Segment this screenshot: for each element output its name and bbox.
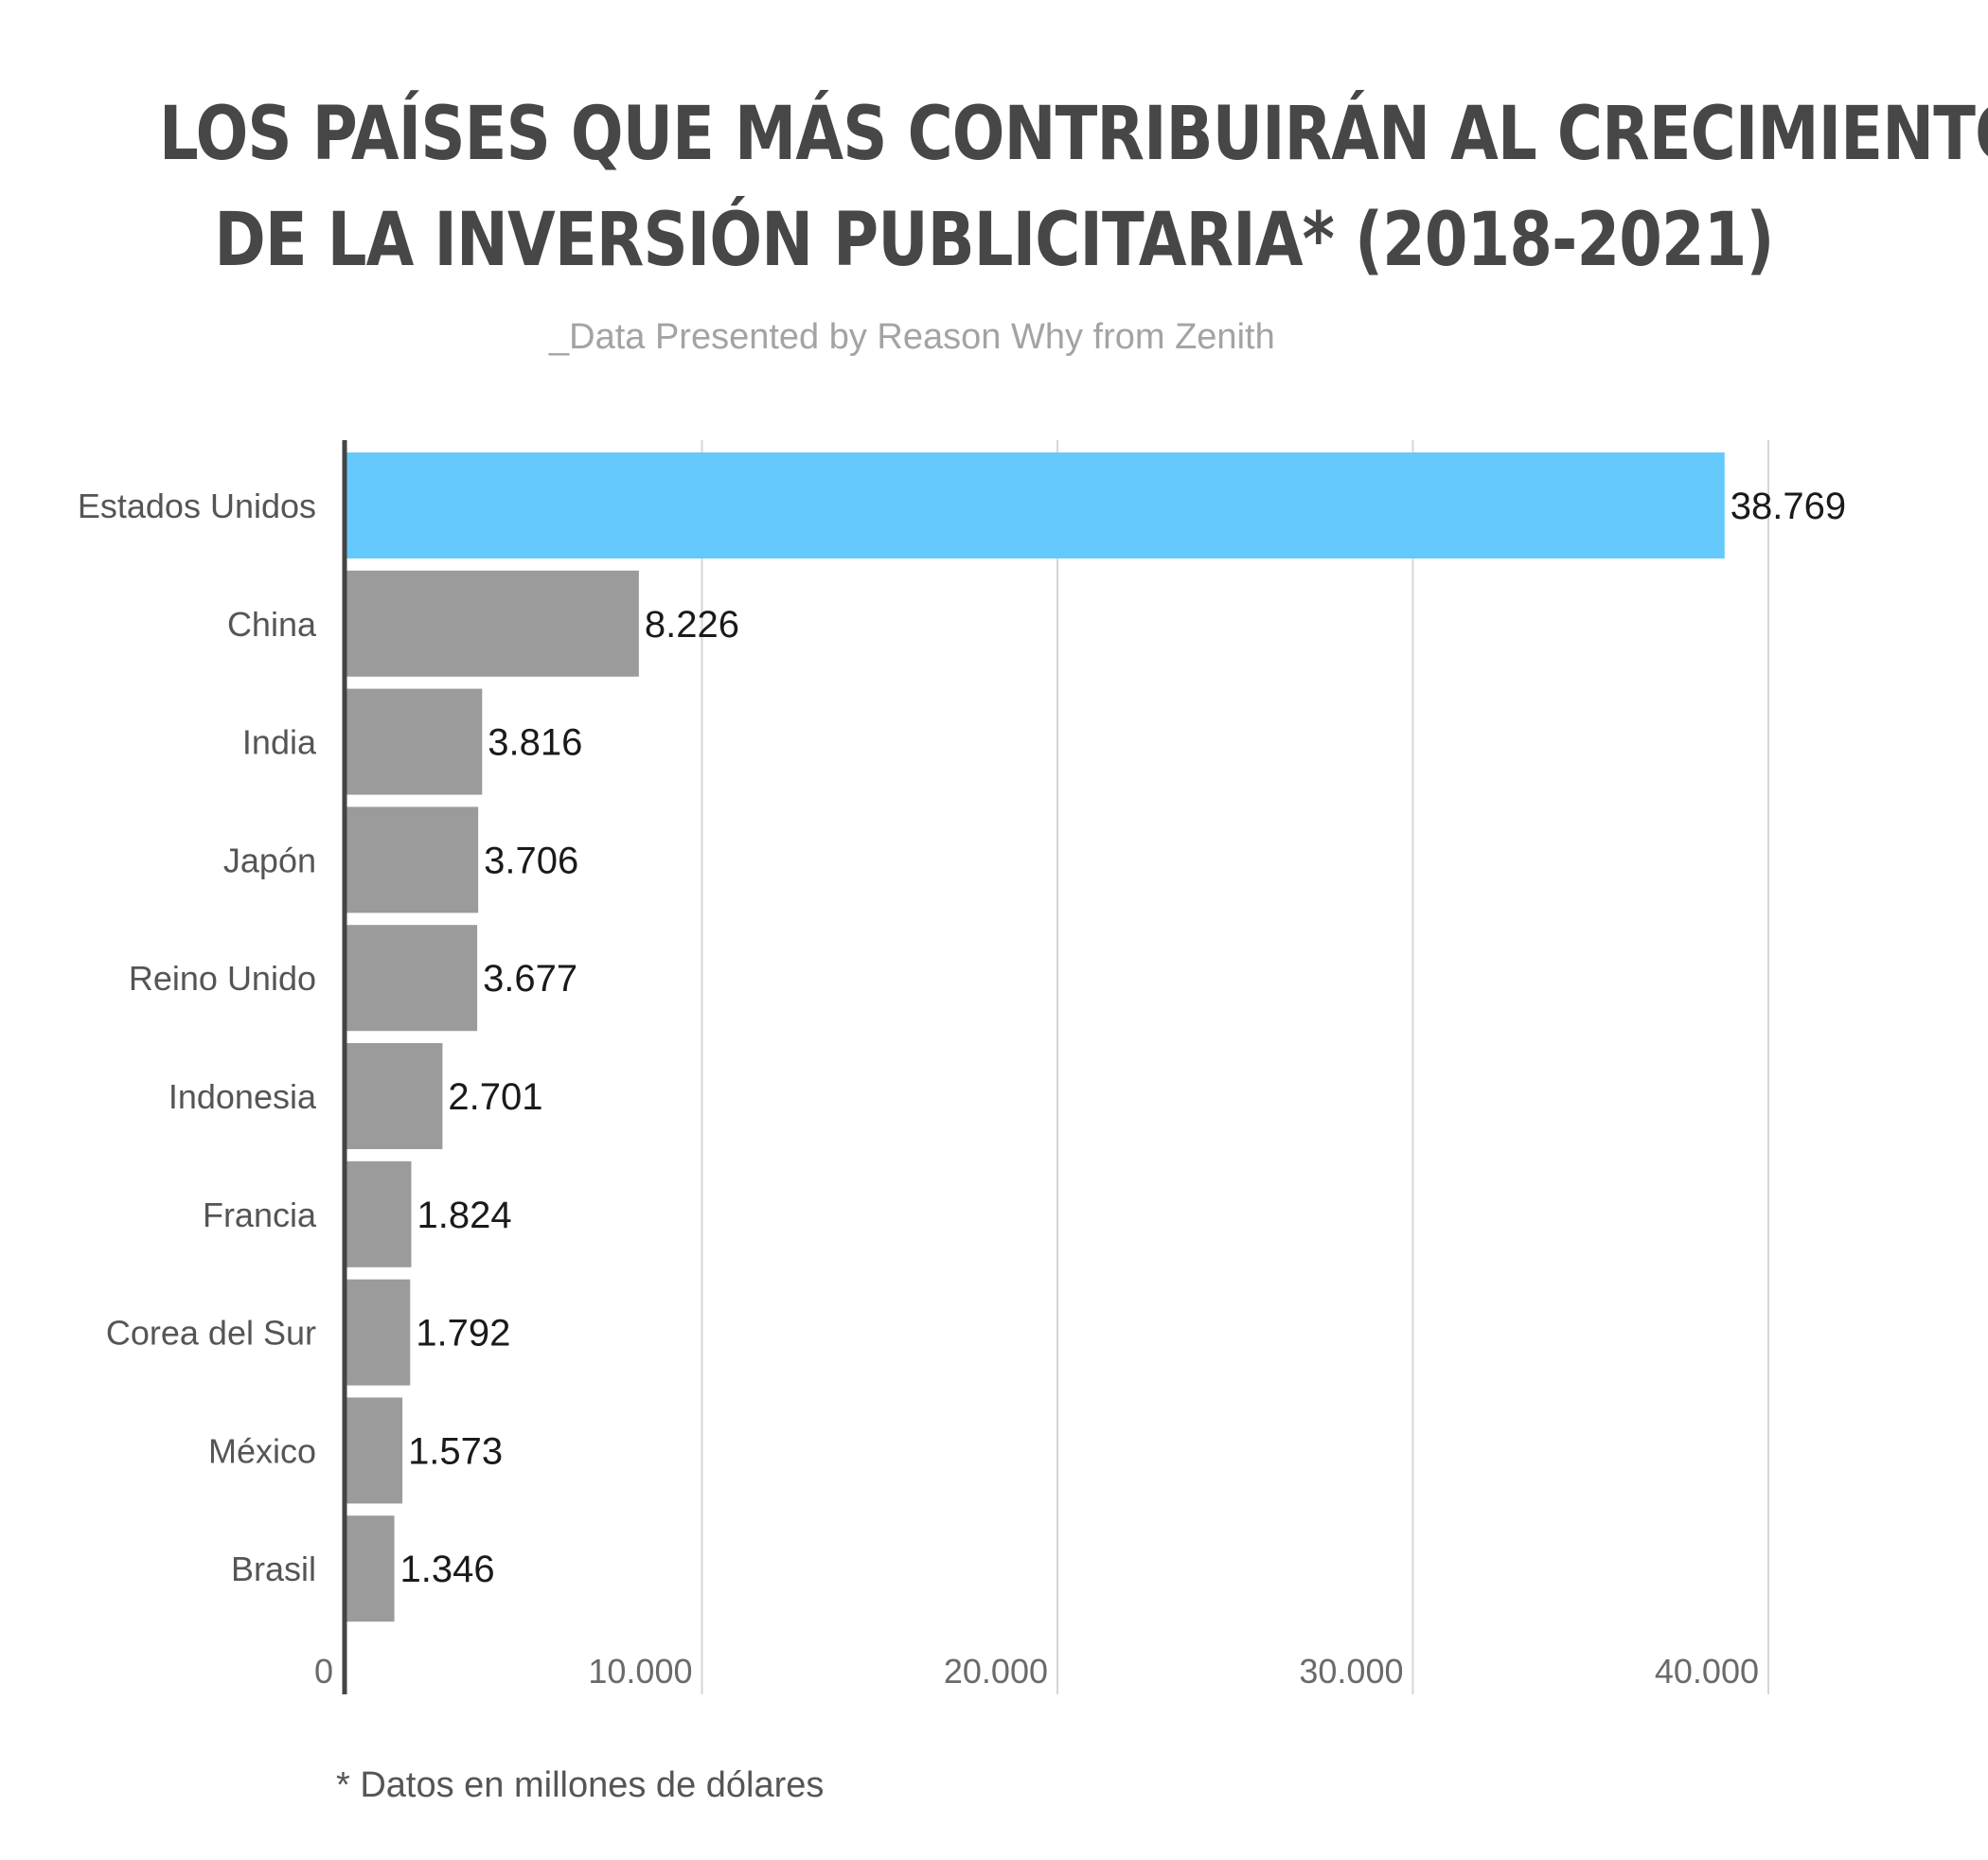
bar xyxy=(346,925,478,1032)
bar xyxy=(346,1515,395,1622)
chart-title-line-2: DE LA INVERSIÓN PUBLICITARIA* (2018-2021… xyxy=(214,198,1774,283)
chart-title-line-1: LOS PAÍSES QUE MÁS CONTRIBUIRÁN AL CRECI… xyxy=(159,92,1988,177)
value-label: 1.792 xyxy=(416,1313,510,1355)
bar xyxy=(346,1279,411,1386)
x-tick-label: 0 xyxy=(314,1652,333,1691)
category-label: Corea del Sur xyxy=(106,1314,316,1353)
value-label: 3.706 xyxy=(484,840,578,881)
value-label: 1.824 xyxy=(417,1195,511,1236)
category-label: Japón xyxy=(223,841,316,879)
x-tick-label: 20.000 xyxy=(944,1652,1048,1691)
value-label: 38.769 xyxy=(1731,486,1846,527)
value-label: 8.226 xyxy=(645,604,739,646)
x-tick-label: 30.000 xyxy=(1299,1652,1403,1691)
category-label: Indonesia xyxy=(169,1077,317,1116)
category-label: Estados Unidos xyxy=(78,487,316,525)
x-tick-label: 10.000 xyxy=(588,1652,692,1691)
chart-title: LOS PAÍSES QUE MÁS CONTRIBUIRÁN AL CRECI… xyxy=(159,81,1988,293)
bar xyxy=(346,1160,412,1267)
bar xyxy=(346,1043,443,1149)
bar xyxy=(346,570,639,677)
category-label: China xyxy=(227,605,317,644)
chart-subtitle: _Data Presented by Reason Why from Zenit… xyxy=(549,317,1275,357)
value-label: 1.346 xyxy=(400,1549,495,1590)
bar xyxy=(346,806,479,913)
bars xyxy=(346,452,1725,1622)
bar xyxy=(346,1397,403,1504)
category-label: India xyxy=(242,723,317,762)
labels: 0 10.000 20.000 30.000 40.000 Estados Unidos 3… xyxy=(78,440,1846,1694)
category-label: México xyxy=(208,1431,316,1470)
x-tick-label: 40.000 xyxy=(1655,1652,1759,1691)
grid-lines xyxy=(701,440,1769,1694)
category-label: Francia xyxy=(203,1196,317,1234)
value-label: 3.816 xyxy=(488,722,582,764)
value-label: 2.701 xyxy=(448,1076,542,1118)
bar xyxy=(346,452,1725,558)
value-label: 3.677 xyxy=(483,958,577,1000)
category-label: Reino Unido xyxy=(129,959,316,998)
bar xyxy=(346,688,483,795)
value-label: 1.573 xyxy=(408,1430,503,1472)
footnote: * Datos en millones de dólares xyxy=(336,1765,825,1805)
category-label: Brasil xyxy=(231,1550,316,1588)
